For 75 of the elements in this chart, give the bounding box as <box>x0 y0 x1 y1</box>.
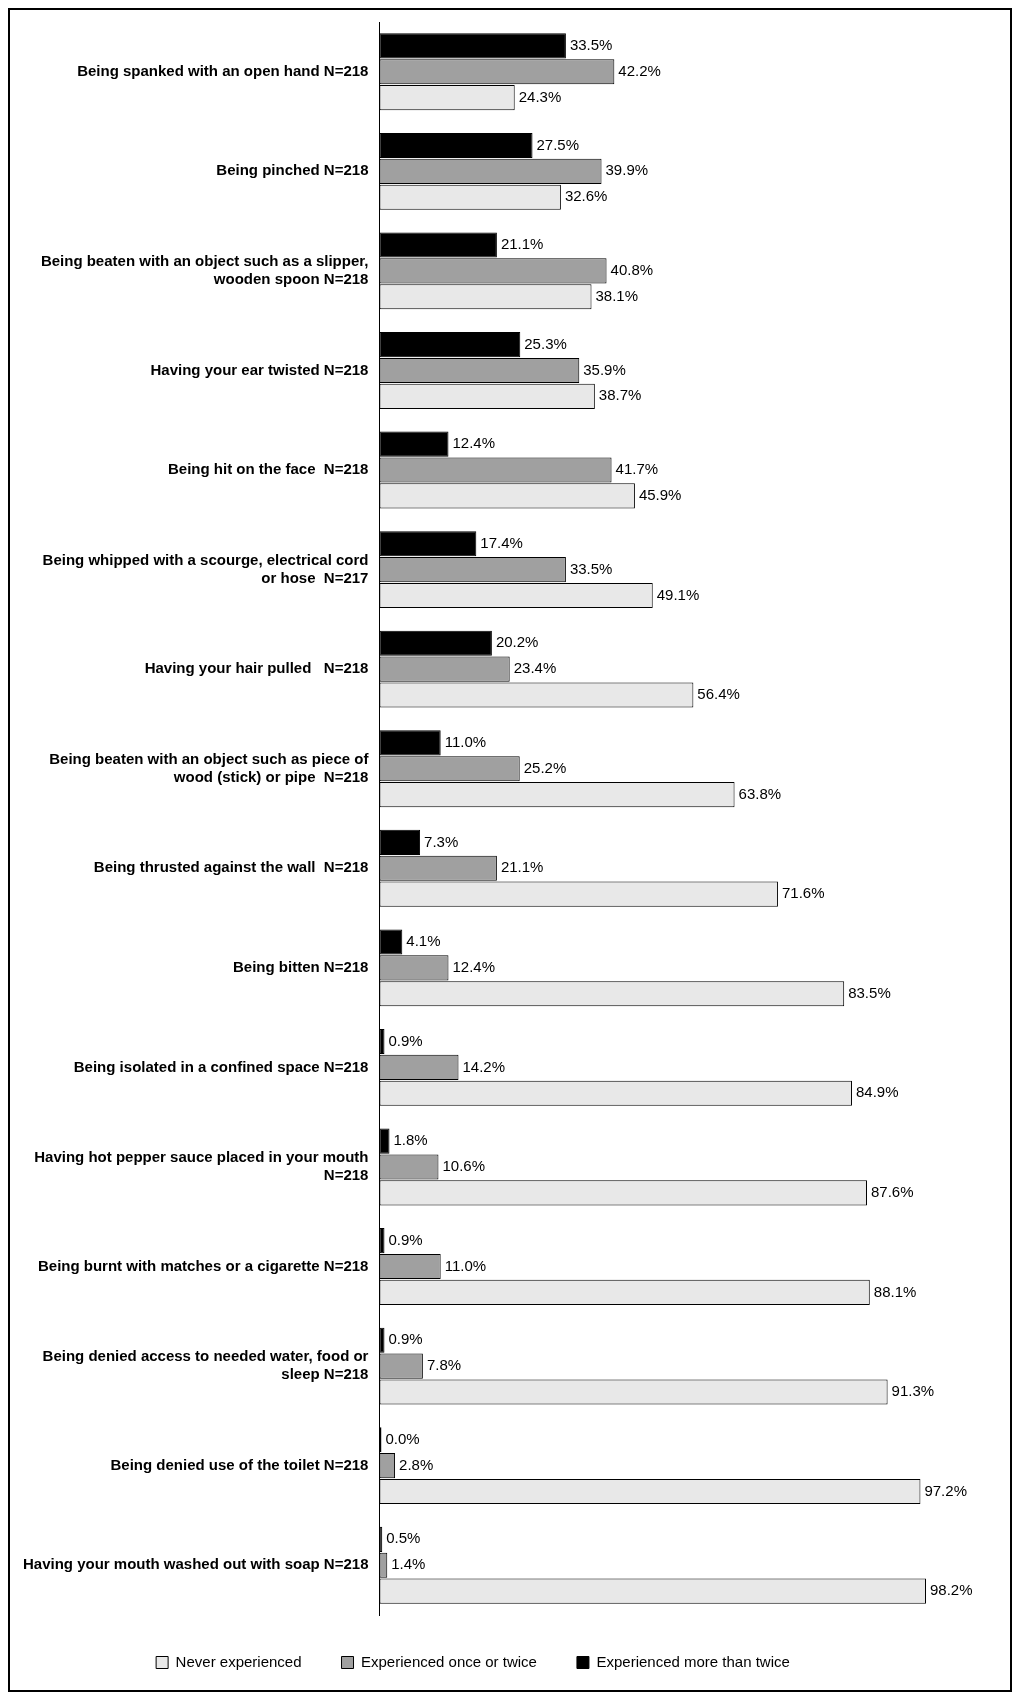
data-label: 83.5% <box>848 983 891 1001</box>
data-label: 56.4% <box>697 685 740 703</box>
data-label: 7.8% <box>426 1356 462 1374</box>
data-label: 1.4% <box>391 1555 426 1573</box>
y-tick-label: Being spanked with an open hand N=218 <box>77 61 369 79</box>
data-label: 49.1% <box>656 585 700 603</box>
legend-label: Experienced once or twice <box>361 1652 537 1670</box>
data-label: 38.7% <box>598 386 642 404</box>
data-label: 91.3% <box>891 1382 935 1400</box>
data-label: 11.0% <box>444 732 487 750</box>
bar <box>379 1128 390 1154</box>
data-label: 84.9% <box>855 1083 899 1101</box>
y-tick-label: Being whipped with a scourge, electrical cord or hose N=217 <box>42 550 369 586</box>
data-label: 33.5% <box>569 559 613 577</box>
bar <box>379 33 566 59</box>
legend-label: Experienced more than twice <box>596 1652 790 1670</box>
data-label: 41.7% <box>615 460 659 478</box>
data-label: 23.4% <box>513 659 557 677</box>
y-tick-label: Having your mouth washed out with soap N=218 <box>23 1555 369 1573</box>
data-label: 63.8% <box>738 784 782 802</box>
data-label: 0.9% <box>388 1230 423 1248</box>
data-label: 12.4% <box>452 957 496 975</box>
bar <box>379 630 492 656</box>
data-label: 0.0% <box>385 1429 420 1447</box>
data-label: 4.1% <box>406 932 441 950</box>
data-label: 71.6% <box>781 884 825 902</box>
bar <box>379 730 441 756</box>
data-label: 39.9% <box>605 161 649 179</box>
data-label: 88.1% <box>873 1282 917 1300</box>
y-tick-label: Having your hair pulled N=218 <box>144 659 369 677</box>
data-label: 32.6% <box>564 187 608 205</box>
data-label: 2.8% <box>399 1455 434 1473</box>
y-tick-label: Being isolated in a confined space N=218 <box>73 1057 369 1075</box>
data-label: 38.1% <box>595 286 639 304</box>
y-tick-label: Being denied use of the toilet N=218 <box>110 1455 369 1473</box>
data-label: 14.2% <box>462 1057 506 1075</box>
data-label: 1.8% <box>393 1131 428 1149</box>
data-label: 12.4% <box>452 434 496 452</box>
legend-label: Never experienced <box>175 1652 302 1670</box>
bar <box>379 431 449 457</box>
data-label: 40.8% <box>610 261 654 279</box>
data-label: 35.9% <box>583 360 626 378</box>
y-tick-label: Being hit on the face N=218 <box>168 460 369 478</box>
data-label: 11.0% <box>444 1256 487 1274</box>
data-label: 0.5% <box>386 1529 421 1547</box>
data-label: 98.2% <box>930 1581 973 1599</box>
y-tick-label: Being beaten with an object such as a slipper, wooden spoon N=218 <box>40 252 369 288</box>
data-label: 42.2% <box>618 61 661 79</box>
data-label: 33.5% <box>569 36 613 54</box>
data-label: 21.1% <box>500 858 544 876</box>
data-label: 10.6% <box>442 1157 486 1175</box>
data-label: 25.2% <box>523 758 567 776</box>
data-label: 17.4% <box>480 533 523 551</box>
data-label: 45.9% <box>638 486 682 504</box>
y-tick-label: Having hot pepper sauce placed in your mouth N=218 <box>34 1148 369 1184</box>
data-label: 87.6% <box>871 1183 914 1200</box>
y-tick-label: Being burnt with matches or a cigarette N=218 <box>37 1256 369 1274</box>
data-label: 27.5% <box>536 135 580 153</box>
data-label: 24.3% <box>518 87 562 105</box>
data-label: 0.9% <box>388 1031 423 1049</box>
data-label: 25.3% <box>524 334 567 352</box>
bar <box>379 1327 385 1353</box>
data-label: 20.2% <box>495 633 539 651</box>
data-label: 97.2% <box>924 1481 967 1499</box>
y-tick-label: Being beaten with an object such as piece of wood (stick) or pipe N=218 <box>49 749 370 785</box>
data-label: 21.1% <box>500 235 544 253</box>
bar <box>379 232 497 258</box>
y-tick-label: Being pinched N=218 <box>216 161 369 179</box>
y-tick-label: Being bitten N=218 <box>233 957 369 975</box>
y-tick-label: Being denied access to needed water, food or sleep N=218 <box>42 1347 369 1383</box>
data-label: 7.3% <box>424 832 459 850</box>
bar <box>379 929 403 955</box>
y-tick-label: Being thrusted against the wall N=218 <box>93 858 369 876</box>
y-tick-label: Having your ear twisted N=218 <box>150 360 369 378</box>
data-label: 0.9% <box>388 1330 423 1348</box>
